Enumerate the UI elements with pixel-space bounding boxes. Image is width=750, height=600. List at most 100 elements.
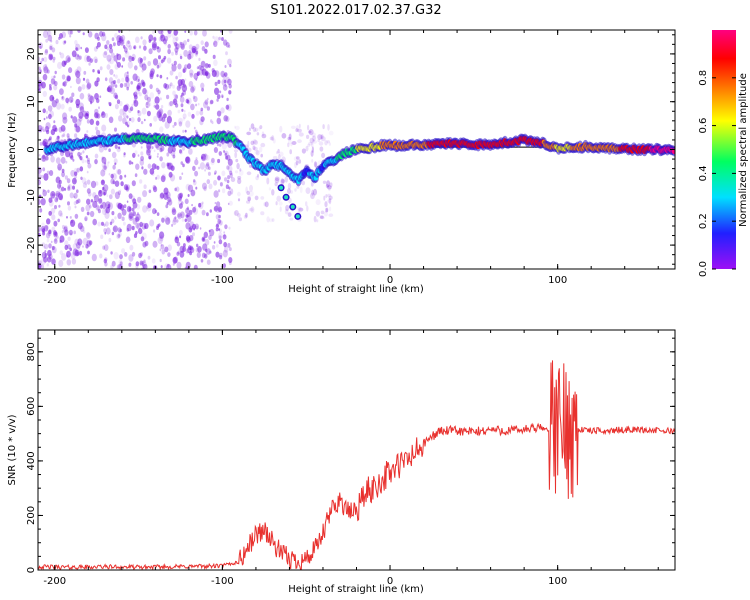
noise-point [53, 84, 58, 91]
noise-point [204, 71, 208, 77]
noise-point [124, 174, 127, 178]
noise-point [183, 109, 186, 113]
noise-point [217, 218, 221, 225]
noise-point [290, 142, 293, 147]
noise-point [87, 191, 92, 197]
noise-point [211, 69, 217, 78]
noise-point [46, 67, 49, 71]
noise-point [157, 93, 160, 96]
noise-point [38, 88, 41, 92]
noise-point [216, 98, 219, 102]
noise-point [227, 175, 231, 180]
noise-point [98, 198, 102, 203]
noise-point [168, 84, 172, 89]
noise-point [221, 188, 226, 194]
noise-point [98, 145, 104, 153]
noise-point [101, 221, 104, 226]
noise-point [105, 206, 111, 214]
noise-point [86, 130, 89, 133]
noise-point [306, 134, 310, 139]
noise-point [45, 224, 49, 230]
noise-point [154, 209, 158, 214]
x-tick-label: 100 [548, 275, 567, 286]
noise-point [183, 40, 187, 46]
noise-point [48, 137, 51, 141]
noise-point [53, 120, 56, 124]
noise-point [66, 259, 72, 266]
noise-point [64, 225, 68, 231]
noise-point [50, 191, 56, 199]
noise-point [255, 150, 260, 156]
noise-point [328, 142, 331, 146]
noise-point [54, 80, 58, 87]
noise-point [166, 94, 170, 100]
noise-point [105, 227, 111, 235]
noise-point [235, 125, 240, 131]
noise-point [190, 103, 195, 111]
noise-point [52, 59, 55, 63]
noise-point [175, 75, 178, 80]
noise-point [103, 228, 107, 233]
noise-point [287, 212, 292, 218]
noise-point [67, 184, 73, 191]
noise-point [162, 57, 166, 62]
noise-point [218, 232, 223, 239]
noise-point [119, 40, 124, 46]
noise-point [176, 251, 180, 256]
noise-point [163, 118, 166, 122]
noise-point [112, 164, 116, 170]
noise-point [84, 217, 88, 222]
noise-point [57, 166, 61, 171]
noise-point [153, 149, 156, 153]
noise-point [151, 146, 154, 150]
noise-point [228, 90, 232, 95]
noise-point [227, 78, 232, 86]
noise-point [212, 54, 216, 60]
noise-point [135, 88, 140, 95]
noise-point [61, 230, 64, 234]
noise-point [125, 40, 131, 48]
noise-point [133, 45, 137, 50]
noise-point [186, 206, 190, 210]
noise-point [329, 182, 333, 187]
noise-point [224, 177, 228, 182]
noise-point [44, 125, 50, 133]
noise-point [100, 179, 105, 186]
noise-point [59, 51, 62, 55]
noise-point [279, 125, 283, 133]
noise-point [179, 229, 183, 236]
noise-point [203, 101, 208, 109]
noise-point [195, 52, 198, 57]
noise-point [288, 133, 292, 140]
noise-point [234, 125, 237, 129]
noise-point [143, 118, 146, 122]
noise-point [47, 230, 52, 237]
noise-point [137, 78, 140, 82]
noise-point [47, 138, 50, 142]
noise-point [93, 112, 98, 118]
noise-point [50, 75, 55, 81]
noise-point [181, 172, 184, 175]
noise-point [73, 230, 76, 235]
noise-point [158, 223, 161, 227]
noise-point [146, 96, 151, 103]
noise-point [81, 84, 86, 90]
noise-point [193, 30, 198, 36]
noise-point [64, 244, 69, 250]
noise-point [48, 53, 51, 57]
noise-point [136, 212, 140, 216]
noise-point [295, 156, 300, 160]
noise-point [131, 225, 135, 231]
noise-point [42, 231, 46, 236]
noise-point [203, 253, 207, 258]
noise-point [163, 187, 169, 195]
noise-point [42, 188, 45, 192]
noise-point [125, 236, 131, 244]
noise-point [131, 56, 135, 62]
y-tick-label: 0 [26, 146, 37, 152]
noise-point [118, 35, 124, 43]
noise-point [123, 154, 126, 158]
noise-point [176, 85, 181, 91]
colorbar-tick-label: 0.6 [698, 118, 709, 134]
noise-point [134, 65, 138, 71]
